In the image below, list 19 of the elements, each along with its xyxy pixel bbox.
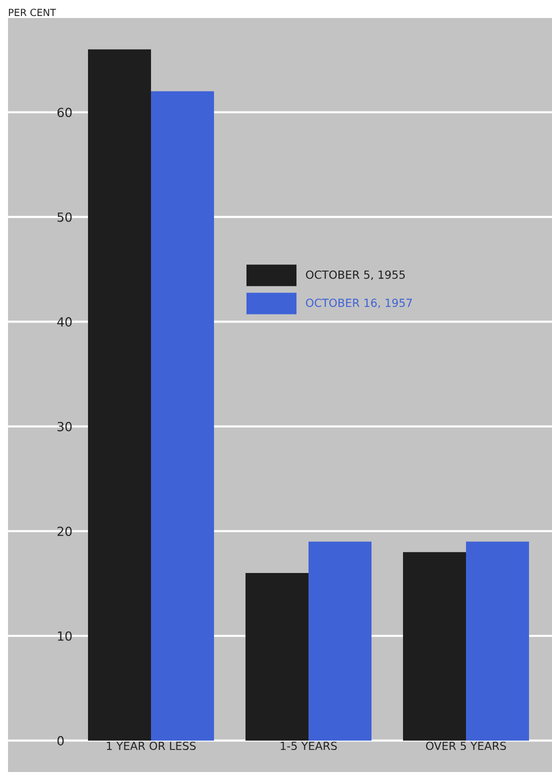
bar [151,91,214,741]
bar [403,552,466,741]
y-tick-label: 60 [57,108,72,118]
y-tick-label: 40 [57,317,72,327]
bar [466,542,530,741]
bar [308,542,372,741]
legend-label: OCTOBER 5, 1955 [306,270,405,280]
bar [88,49,152,741]
y-tick-label: 10 [58,631,72,641]
y-tick-label: 50 [58,212,72,222]
y-tick-label: 20 [58,526,72,536]
legend-label: OCTOBER 16, 1957 [306,298,412,308]
y-axis-title: PER CENT [8,8,56,16]
y-tick-label: 0 [57,736,64,746]
x-tick-label: 1-5 YEARS [280,742,337,750]
y-tick-label: 30 [58,422,72,432]
bar [246,573,309,741]
x-tick-label: 1 YEAR OR LESS [106,742,196,750]
x-tick-label: OVER 5 YEARS [426,742,506,750]
